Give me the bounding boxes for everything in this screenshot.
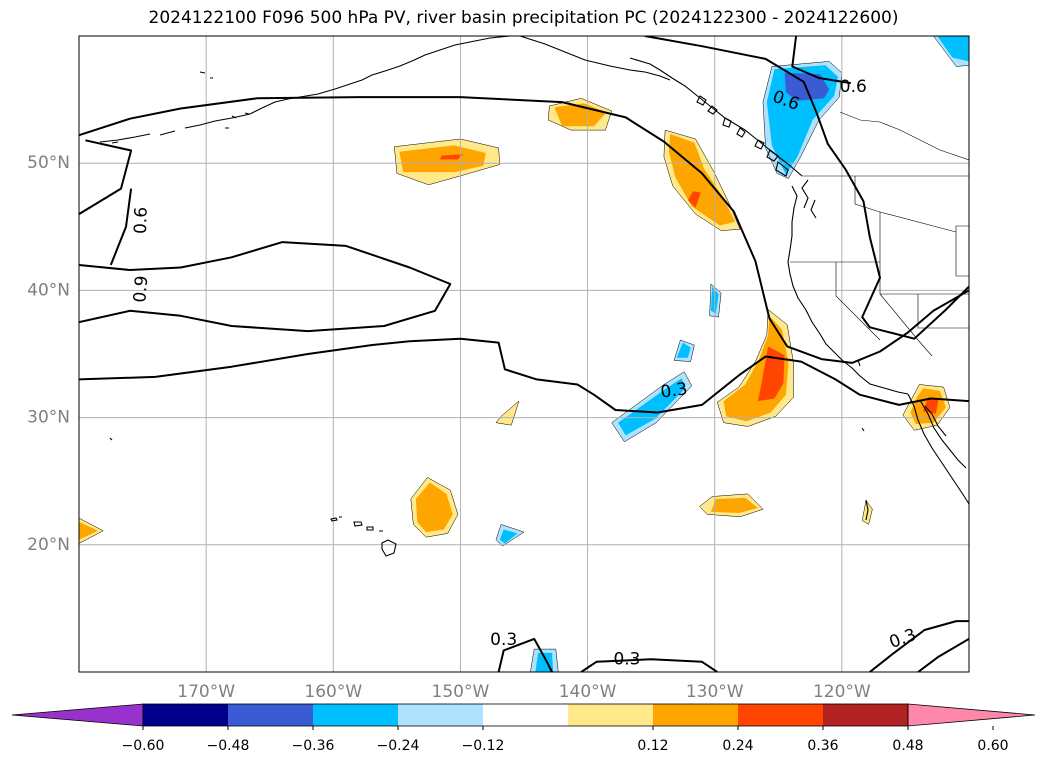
colorbar-extend-high xyxy=(907,703,1036,727)
bc-islands xyxy=(696,95,789,177)
lat-tick-label: 50°N xyxy=(27,153,70,173)
hawaii-islands xyxy=(330,516,397,557)
colorbar: −0.60 −0.48 −0.36 −0.24 −0.12 0.12 0.24 0.36 0.4… xyxy=(11,703,1036,754)
figure-title: 2024122100 F096 500 hPa PV, river basin … xyxy=(148,8,899,28)
alaska-coastline xyxy=(99,36,671,143)
contour-label: 0.3 xyxy=(613,649,640,669)
small-islands xyxy=(109,359,869,521)
colorbar-tick-label: 0.12 xyxy=(637,738,668,754)
shaded-region-26 xyxy=(937,36,969,62)
colorbar-tick-label: 0.48 xyxy=(892,738,923,754)
contour-line-2 xyxy=(79,139,133,215)
contour-line-7 xyxy=(497,637,553,672)
colorbar-segment xyxy=(228,704,313,726)
colorbar-segment xyxy=(313,704,398,726)
island-fragments xyxy=(111,71,250,144)
longitude-axis: 170°W 160°W 150°W 140°W 130°W 120°W xyxy=(177,682,871,702)
colorbar-tick-label: −0.36 xyxy=(292,738,335,754)
lon-tick-label: 140°W xyxy=(559,682,617,702)
contour-label: 0.3 xyxy=(490,630,517,650)
contour-line-6 xyxy=(791,36,851,85)
latitude-axis: 20°N 30°N 40°N 50°N xyxy=(27,153,70,555)
colorbar-segment xyxy=(143,704,228,726)
shaded-region-2 xyxy=(440,154,463,160)
colorbar-segment xyxy=(568,704,653,726)
contour-label: 0.6 xyxy=(131,207,152,235)
lat-tick-label: 40°N xyxy=(27,280,70,300)
shaded-region-34 xyxy=(499,529,518,544)
colorbar-extend-low xyxy=(11,703,144,727)
canada-coast-extra xyxy=(839,111,969,277)
lon-tick-label: 150°W xyxy=(432,682,490,702)
contour-label: 0.6 xyxy=(840,77,867,97)
colorbar-segment xyxy=(398,704,483,726)
colorbar-tick-label: −0.12 xyxy=(462,738,505,754)
shaded-region-6 xyxy=(668,133,736,226)
shaded-region-7 xyxy=(688,191,701,208)
shaded-region-32 xyxy=(618,378,686,436)
coastlines xyxy=(99,36,969,557)
contour-line-8 xyxy=(580,658,718,672)
colorbar-segment xyxy=(738,704,823,726)
us-west-coast xyxy=(787,179,909,395)
colorbar-tick-label: 0.60 xyxy=(977,738,1008,754)
contour-line-10 xyxy=(917,638,969,672)
lat-tick-label: 30°N xyxy=(27,408,70,428)
contour-label: 0.3 xyxy=(659,379,689,403)
colorbar-segment xyxy=(483,704,568,726)
lon-tick-label: 160°W xyxy=(304,682,362,702)
colorbar-tick-label: 0.24 xyxy=(722,738,753,754)
lat-tick-label: 20°N xyxy=(27,535,70,555)
colorbar-segment xyxy=(823,704,908,726)
colorbar-tick-label: −0.60 xyxy=(122,738,165,754)
colorbar-segment xyxy=(653,704,738,726)
colorbar-frame xyxy=(142,703,909,727)
map-frame xyxy=(78,35,970,673)
contour-line-0 xyxy=(79,96,969,364)
shaded-region-20 xyxy=(79,521,99,540)
baja-coastline xyxy=(907,393,969,505)
graticule xyxy=(79,36,969,672)
shaded-region-17 xyxy=(710,497,758,513)
lon-tick-label: 130°W xyxy=(686,682,744,702)
colorbar-tick-label: −0.24 xyxy=(377,738,420,754)
contour-line-4 xyxy=(79,337,969,414)
map-background xyxy=(79,36,969,672)
state-borders xyxy=(790,175,969,357)
colorbar-tick-label: 0.36 xyxy=(807,738,838,754)
shaded-region-10 xyxy=(757,346,785,402)
shaded-region-13 xyxy=(923,397,939,414)
pv-contours xyxy=(79,36,969,672)
lon-tick-label: 170°W xyxy=(177,682,235,702)
shaded-region-21 xyxy=(495,400,520,426)
contour-line-5 xyxy=(644,36,969,340)
contour-line-1 xyxy=(79,241,452,333)
shaded-region-15 xyxy=(415,482,453,533)
colorbar-tick-label: −0.48 xyxy=(207,738,250,754)
lon-tick-label: 120°W xyxy=(813,682,871,702)
contour-line-3 xyxy=(109,188,133,266)
contour-labels: 0.60.60.60.90.30.30.30.3 xyxy=(130,77,919,669)
contour-label: 0.9 xyxy=(130,275,152,304)
contour-line-9 xyxy=(869,620,969,672)
shaded-region-30 xyxy=(676,342,691,358)
